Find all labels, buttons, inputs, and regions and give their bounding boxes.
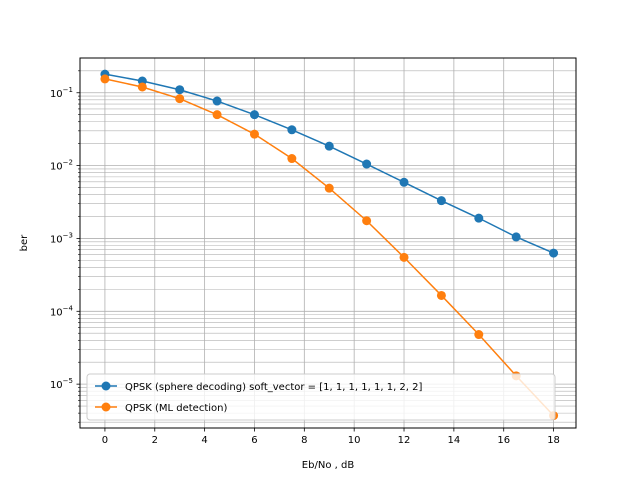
legend-box [86, 373, 556, 421]
x-tick-label: 14 [448, 435, 461, 446]
data-point [474, 213, 484, 223]
data-point [287, 154, 297, 164]
y-axis-label: ber [19, 234, 30, 252]
data-point [287, 125, 297, 135]
legend-label: QPSK (sphere decoding) soft_vector = [1,… [125, 382, 423, 393]
data-point [137, 82, 147, 92]
data-point [511, 232, 521, 242]
x-tick-label: 10 [348, 435, 361, 446]
x-tick-label: 4 [201, 435, 207, 446]
legend-label: QPSK (ML detection) [125, 403, 227, 414]
data-point [399, 252, 409, 262]
data-point [474, 330, 484, 340]
x-tick-label: 6 [251, 435, 257, 446]
x-tick-label: 8 [301, 435, 307, 446]
y-tick-label: 10−2 [50, 159, 73, 173]
x-tick-label: 18 [547, 435, 560, 446]
y-tick-label: 10−4 [50, 304, 74, 318]
data-point [249, 129, 259, 139]
y-tick-label: 10−3 [50, 231, 73, 245]
x-axis-label: Eb/No , dB [302, 460, 355, 471]
legend: QPSK (sphere decoding) soft_vector = [1,… [86, 373, 556, 421]
legend-marker [101, 402, 111, 412]
legend-marker [101, 381, 111, 391]
plot-frame [79, 57, 577, 429]
data-point [362, 216, 372, 226]
y-tick-label: 10−5 [50, 377, 73, 391]
data-point [436, 196, 446, 206]
data-point [212, 96, 222, 106]
data-point [549, 248, 559, 258]
x-tick-label: 16 [497, 435, 510, 446]
data-point [324, 183, 334, 193]
data-point [399, 177, 409, 187]
grid [80, 58, 576, 428]
data-point [249, 110, 259, 120]
x-tick-label: 12 [398, 435, 411, 446]
data-point [100, 74, 110, 84]
series-layer [100, 69, 559, 421]
data-point [436, 290, 446, 300]
data-point [175, 85, 185, 95]
x-tick-label: 0 [102, 435, 108, 446]
ticks: 0 2 4 6 8 10 12 14 16 18 10−5 10−4 10−3 10−2 10−1 [50, 70, 560, 446]
y-tick-label: 10−1 [50, 86, 73, 100]
x-tick-label: 2 [152, 435, 158, 446]
data-point [324, 141, 334, 151]
data-point [362, 159, 372, 169]
data-point [212, 110, 222, 120]
data-point [175, 94, 185, 104]
